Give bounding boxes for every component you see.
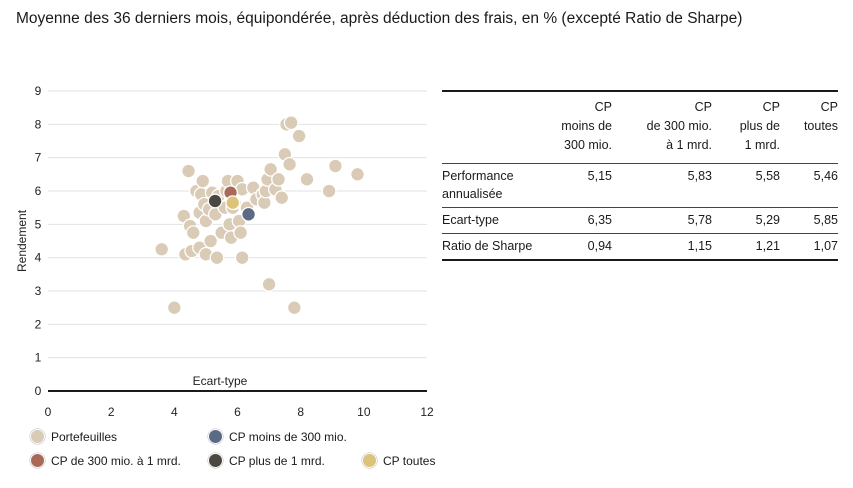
x-tick-label: 8 xyxy=(297,405,304,419)
y-tick-label: 0 xyxy=(35,384,42,398)
table-cell: 1,07 xyxy=(813,239,838,253)
data-points xyxy=(154,115,365,316)
scatter-point-portefeuille xyxy=(195,173,211,189)
scatter-point-cp-toutes xyxy=(225,195,241,211)
legend-label: Portefeuilles xyxy=(51,429,118,444)
y-tick-label: 9 xyxy=(35,84,42,98)
scatter-point-portefeuille xyxy=(234,250,250,266)
scatter-point-portefeuille xyxy=(350,166,365,182)
scatter-point-portefeuille xyxy=(263,161,279,177)
legend-item: CP plus de 1 mrd. xyxy=(208,453,325,468)
table-header-row: CP moins de 300 mio. CP de 300 mio. à 1 … xyxy=(442,91,838,164)
x-axis-label: Ecart-type xyxy=(193,374,248,388)
table-cell: 1,21 xyxy=(755,239,780,253)
legend-item: CP toutes xyxy=(362,453,435,468)
scatter-point-portefeuille xyxy=(291,128,307,144)
table-row: Ratio de Sharpe 0,94 1,15 1,21 1,07 xyxy=(442,233,838,261)
scatter-point-portefeuille xyxy=(282,156,298,172)
scatter-point-portefeuille xyxy=(327,158,343,174)
legend-item: Portefeuilles xyxy=(30,429,117,444)
legend-swatch xyxy=(30,453,45,468)
y-tick-label: 8 xyxy=(35,117,42,131)
table-row: Performance annualisée 5,15 5,83 5,58 5,… xyxy=(442,163,838,208)
scatter-point-portefeuille xyxy=(233,225,249,241)
table-header-cell: CP plus de 1 mrd. xyxy=(739,100,780,152)
legend-label: CP de 300 mio. à 1 mrd. xyxy=(51,453,181,468)
y-tick-label: 2 xyxy=(35,317,42,331)
legend-swatch xyxy=(362,453,377,468)
stats-table: CP moins de 300 mio. CP de 300 mio. à 1 … xyxy=(442,90,838,261)
table-cell: 5,46 xyxy=(813,169,838,183)
scatter-point-portefeuille xyxy=(209,250,225,266)
y-tick-label: 5 xyxy=(35,217,42,231)
scatter-point-portefeuille xyxy=(166,300,182,316)
y-axis-label: Rendement xyxy=(15,209,29,272)
scatter-point-cp-moins-300 xyxy=(241,206,257,222)
x-tick-label: 10 xyxy=(357,405,371,419)
table-header-empty xyxy=(442,91,557,164)
table-row: Ecart-type 6,35 5,78 5,29 5,85 xyxy=(442,207,838,234)
scatter-point-portefeuille xyxy=(203,233,219,249)
scatter-point-portefeuille xyxy=(321,183,337,199)
table-cell: 5,58 xyxy=(755,169,780,183)
legend-swatch xyxy=(208,453,223,468)
table-cell: 1,15 xyxy=(687,239,712,253)
scatter-point-cp-plus-1mrd xyxy=(207,193,223,209)
y-tick-label: 3 xyxy=(35,284,42,298)
scatter-point-portefeuille xyxy=(274,190,290,206)
y-tick-labels: 0 1 2 3 4 5 6 7 8 9 xyxy=(35,84,42,398)
table-cell: 5,29 xyxy=(755,213,780,227)
table-cell: 0,94 xyxy=(587,239,612,253)
table-cell: 5,15 xyxy=(587,169,612,183)
x-tick-labels: 0 2 4 6 8 10 12 xyxy=(45,405,434,419)
chart-title: Moyenne des 36 derniers mois, équipondér… xyxy=(16,10,743,27)
legend-label: CP plus de 1 mrd. xyxy=(229,453,325,468)
scatter-point-portefeuille xyxy=(154,241,170,257)
table-cell: 5,78 xyxy=(687,213,712,227)
table-cell: 5,85 xyxy=(813,213,838,227)
x-tick-label: 12 xyxy=(420,405,434,419)
y-tick-label: 7 xyxy=(35,151,42,165)
scatter-point-portefeuille xyxy=(299,171,315,187)
scatter-point-portefeuille xyxy=(185,225,201,241)
legend-item: CP moins de 300 mio. xyxy=(208,429,347,444)
x-tick-label: 2 xyxy=(108,405,115,419)
legend-label: CP toutes xyxy=(383,453,436,468)
legend-item: CP de 300 mio. à 1 mrd. xyxy=(30,453,181,468)
scatter-point-portefeuille xyxy=(283,115,299,131)
y-tick-label: 6 xyxy=(35,184,42,198)
x-tick-label: 4 xyxy=(171,405,178,419)
table-row-label: Ratio de Sharpe xyxy=(442,239,533,253)
scatter-point-portefeuille xyxy=(181,163,196,179)
table-cell: 6,35 xyxy=(587,213,612,227)
x-tick-label: 6 xyxy=(234,405,241,419)
scatter-point-portefeuille xyxy=(286,300,302,316)
y-tick-label: 1 xyxy=(35,351,42,365)
legend-swatch xyxy=(208,429,223,444)
y-tick-label: 4 xyxy=(35,251,42,265)
table-header-cell: CP moins de 300 mio. xyxy=(561,100,612,152)
legend-swatch xyxy=(30,429,45,444)
x-tick-label: 0 xyxy=(45,405,52,419)
table-row-label: Ecart-type xyxy=(442,213,499,227)
table-header-cell: CP de 300 mio. à 1 mrd. xyxy=(646,100,712,152)
scatter-point-portefeuille xyxy=(271,171,287,187)
table-row-label: Performance annualisée xyxy=(442,169,514,201)
legend-label: CP moins de 300 mio. xyxy=(229,429,347,444)
table-cell: 5,83 xyxy=(687,169,712,183)
table-header-cell: CP toutes xyxy=(803,100,838,133)
scatter-point-portefeuille xyxy=(261,276,277,292)
